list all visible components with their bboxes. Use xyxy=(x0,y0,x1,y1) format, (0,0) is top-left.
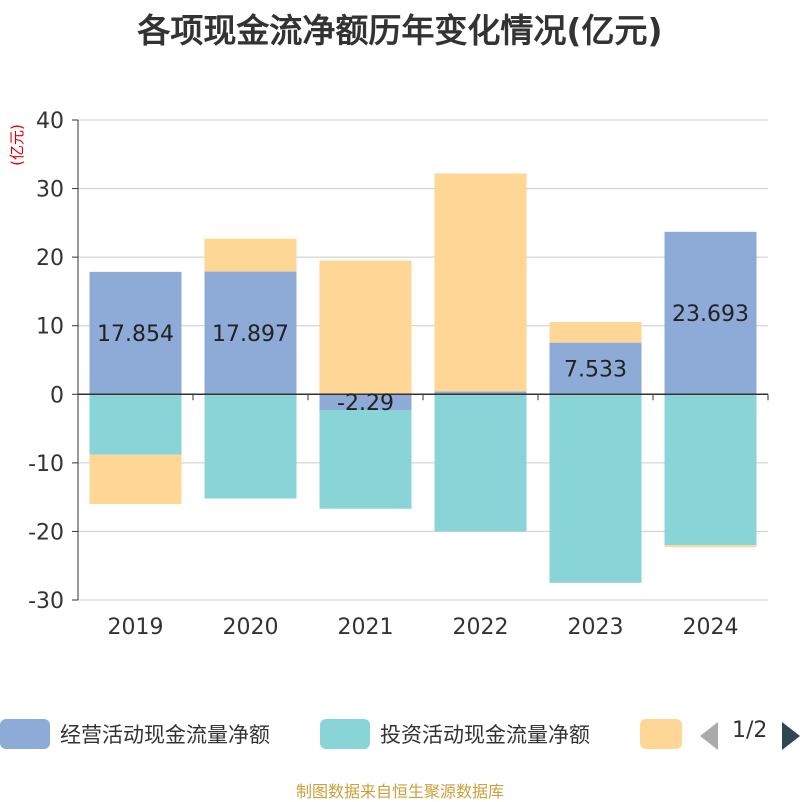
legend-swatch-operating xyxy=(0,719,50,749)
y-tick-label: -30 xyxy=(28,589,64,614)
bar-operating-2021 xyxy=(319,394,412,410)
legend: 经营活动现金流量净额 投资活动现金流量净额 1/2 xyxy=(0,714,800,754)
data-label: 17.854 xyxy=(97,322,174,347)
bar-financing-2019 xyxy=(89,454,182,504)
legend-label-operating: 经营活动现金流量净额 xyxy=(60,723,270,747)
y-tick-label: 20 xyxy=(36,246,64,271)
legend-item-operating[interactable]: 经营活动现金流量净额 xyxy=(0,714,270,754)
y-tick-label: -10 xyxy=(28,452,64,477)
bar-operating-2020 xyxy=(204,271,297,395)
y-tick-label: -20 xyxy=(28,520,64,545)
x-tick-label: 2023 xyxy=(568,615,624,640)
legend-next-page-icon[interactable] xyxy=(782,722,800,750)
y-axis-label: (亿元) xyxy=(8,124,26,166)
legend-label-investing: 投资活动现金流量净额 xyxy=(380,723,590,747)
bar-financing-2020 xyxy=(204,238,297,272)
data-label: 7.533 xyxy=(564,357,627,382)
data-label: -2.29 xyxy=(337,391,394,416)
bar-financing-2021 xyxy=(319,260,412,395)
bar-financing-2023 xyxy=(549,322,642,343)
legend-item-investing[interactable]: 投资活动现金流量净额 xyxy=(320,714,590,754)
bar-operating-2022 xyxy=(434,391,527,395)
y-tick-label: 40 xyxy=(36,109,64,134)
y-tick-label: 10 xyxy=(36,315,64,340)
x-tick-label: 2021 xyxy=(338,615,394,640)
legend-item-third[interactable] xyxy=(640,714,682,754)
x-tick-label: 2019 xyxy=(108,615,164,640)
cash-flow-chart: (亿元) 40 30 20 10 0 -10 -20 -30 2019 2020 2021 2022 2… xyxy=(8,109,769,640)
source-note: 制图数据来自恒生聚源数据库 xyxy=(295,782,504,801)
y-tick-label: 30 xyxy=(36,178,64,203)
bar-financing-2022 xyxy=(434,173,527,392)
bar-operating-2023 xyxy=(549,342,642,395)
bar-operating-2024 xyxy=(664,231,757,395)
x-tick-label: 2024 xyxy=(683,615,739,640)
legend-swatch-third xyxy=(640,719,682,749)
legend-page-indicator: 1/2 xyxy=(732,718,768,743)
bar-operating-2019 xyxy=(89,271,182,395)
legend-prev-page-icon[interactable] xyxy=(700,722,718,750)
data-label: 17.897 xyxy=(212,322,289,347)
x-tick-label: 2022 xyxy=(453,615,509,640)
bar-financing-2024 xyxy=(664,545,757,548)
chart-title: 各项现金流净额历年变化情况(亿元) xyxy=(137,11,663,50)
bar-investing-2020 xyxy=(204,394,297,499)
legend-swatch-investing xyxy=(320,719,370,749)
bar-investing-2021 xyxy=(319,409,412,509)
y-tick-label: 0 xyxy=(50,383,64,408)
bar-investing-2023 xyxy=(549,394,642,583)
bar-investing-2022 xyxy=(434,394,527,532)
x-tick-label: 2020 xyxy=(223,615,279,640)
bar-investing-2024 xyxy=(664,394,757,546)
bar-investing-2019 xyxy=(89,394,182,455)
data-label: 23.693 xyxy=(672,302,749,327)
